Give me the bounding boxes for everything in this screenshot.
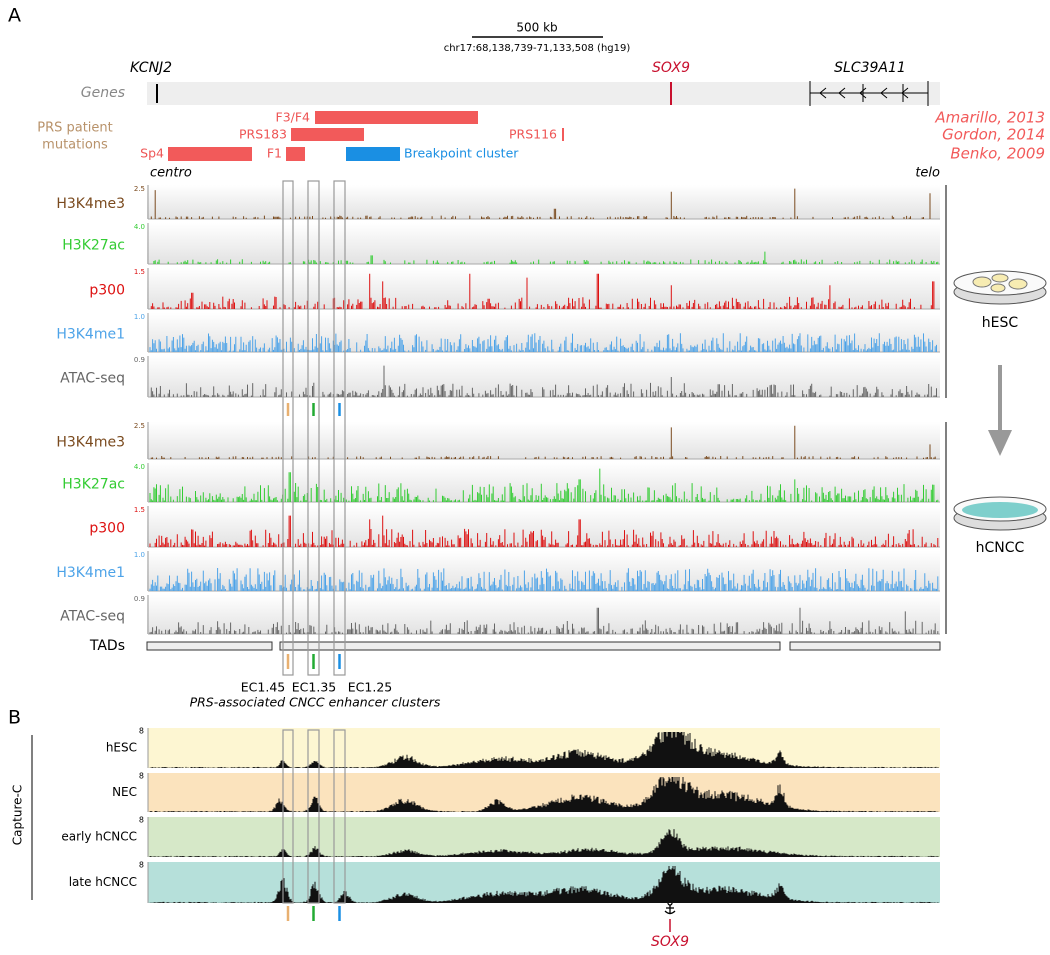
enhancer-box bbox=[333, 729, 346, 904]
gene-model bbox=[809, 81, 929, 106]
signal bbox=[149, 515, 939, 547]
capture-signal bbox=[149, 829, 939, 857]
signal bbox=[153, 251, 939, 264]
sample-name: late hCNCC bbox=[69, 875, 137, 889]
mutation-label: PRS183 bbox=[239, 127, 287, 142]
mutation-bars bbox=[168, 111, 564, 161]
capture-signal bbox=[149, 866, 939, 903]
track-max: 0.9 bbox=[134, 356, 145, 364]
capture-label: Capture-C bbox=[11, 785, 25, 845]
track-max: 8 bbox=[139, 727, 144, 736]
track-name: p300 bbox=[89, 521, 125, 537]
tads bbox=[146, 641, 941, 651]
track-max: 8 bbox=[139, 861, 144, 870]
mutation-label: PRS116 bbox=[509, 127, 557, 142]
capture-bg bbox=[148, 817, 940, 857]
breakpoint-label: Breakpoint cluster bbox=[404, 146, 519, 161]
enhancer-box bbox=[282, 180, 294, 676]
signal bbox=[150, 188, 931, 219]
genes-track bbox=[147, 82, 940, 105]
track-bg bbox=[147, 595, 940, 634]
enhancer-name: EC1.35 bbox=[292, 680, 336, 695]
signal bbox=[149, 607, 939, 634]
track-max: 4.0 bbox=[134, 223, 145, 231]
enhancer-box bbox=[307, 729, 320, 904]
track-max: 4.0 bbox=[134, 463, 145, 471]
track-max: 1.5 bbox=[134, 268, 145, 276]
enhancer-name: EC1.45 bbox=[241, 680, 285, 695]
mutations-label: mutations bbox=[42, 138, 108, 153]
track-name: H3K4me1 bbox=[56, 327, 125, 343]
panel-b: B bbox=[8, 707, 21, 729]
gene-name: SLC39A11 bbox=[834, 60, 906, 76]
sample-name: NEC bbox=[112, 785, 137, 799]
signal bbox=[150, 425, 936, 459]
dish bbox=[953, 270, 1047, 305]
centro: centro bbox=[150, 166, 192, 181]
track-max: 2.5 bbox=[134, 422, 145, 430]
track-max: 2.5 bbox=[134, 185, 145, 193]
track-name: ATAC-seq bbox=[60, 371, 125, 387]
panel-a: A bbox=[8, 5, 21, 27]
track-name: H3K27ac bbox=[62, 477, 125, 493]
genes-label: Genes bbox=[81, 85, 125, 101]
citation: Amarillo, 2013 bbox=[934, 109, 1045, 127]
mutation-label: Sp4 bbox=[140, 146, 164, 161]
track-name: H3K4me1 bbox=[56, 565, 125, 581]
track-bg bbox=[147, 268, 940, 309]
track-max: 1.0 bbox=[134, 551, 145, 559]
track-max: 8 bbox=[139, 772, 144, 781]
citation: Benko, 2009 bbox=[950, 145, 1045, 163]
sample-name: early hCNCC bbox=[61, 830, 137, 844]
anchor-gene: SOX9 bbox=[651, 934, 689, 950]
track-bg bbox=[147, 223, 940, 264]
track-name: H3K27ac bbox=[62, 238, 125, 254]
track-max: 1.0 bbox=[134, 313, 145, 321]
enhancer-box bbox=[282, 729, 294, 904]
sample-name: hESC bbox=[106, 741, 137, 755]
signal bbox=[150, 273, 935, 309]
mutation-label: F3/F4 bbox=[276, 110, 311, 125]
track-max: 0.9 bbox=[134, 595, 145, 603]
scale-label: 500 kb bbox=[516, 21, 557, 35]
capture-signal bbox=[149, 732, 939, 768]
track-name: H3K4me3 bbox=[56, 196, 125, 212]
telo: telo bbox=[915, 166, 940, 181]
signal bbox=[149, 468, 939, 502]
track-bg bbox=[147, 185, 940, 219]
capture-signal bbox=[149, 777, 939, 812]
citation: Gordon, 2014 bbox=[942, 126, 1045, 144]
capture-bg bbox=[148, 728, 940, 768]
track-name: ATAC-seq bbox=[60, 609, 125, 625]
enhancer-box bbox=[333, 180, 346, 676]
tads-label: TADs bbox=[89, 638, 125, 654]
track-max: 1.5 bbox=[134, 506, 145, 514]
mutations-label: PRS patient bbox=[37, 121, 113, 136]
signal bbox=[149, 333, 937, 352]
track-bg bbox=[147, 463, 940, 502]
track-bg bbox=[147, 422, 940, 459]
track-name: H3K4me3 bbox=[56, 435, 125, 451]
signal bbox=[149, 568, 939, 591]
track-max: 8 bbox=[139, 816, 144, 825]
hesc-label: hESC bbox=[982, 315, 1019, 331]
track-name: p300 bbox=[89, 283, 125, 299]
breakpoint-bar bbox=[346, 147, 400, 161]
enhancer-caption: PRS-associated CNCC enhancer clusters bbox=[190, 695, 441, 710]
gene-name: SOX9 bbox=[652, 60, 690, 76]
enhancer-name: EC1.25 bbox=[348, 680, 392, 695]
gene-name: KCNJ2 bbox=[130, 60, 172, 76]
dish bbox=[953, 496, 1047, 531]
enhancer-box bbox=[307, 180, 320, 676]
mutation-label: F1 bbox=[267, 146, 282, 161]
coords: chr17:68,138,739-71,133,508 (hg19) bbox=[444, 43, 631, 54]
hcncc-label: hCNCC bbox=[976, 540, 1025, 556]
arrow bbox=[988, 365, 1012, 456]
